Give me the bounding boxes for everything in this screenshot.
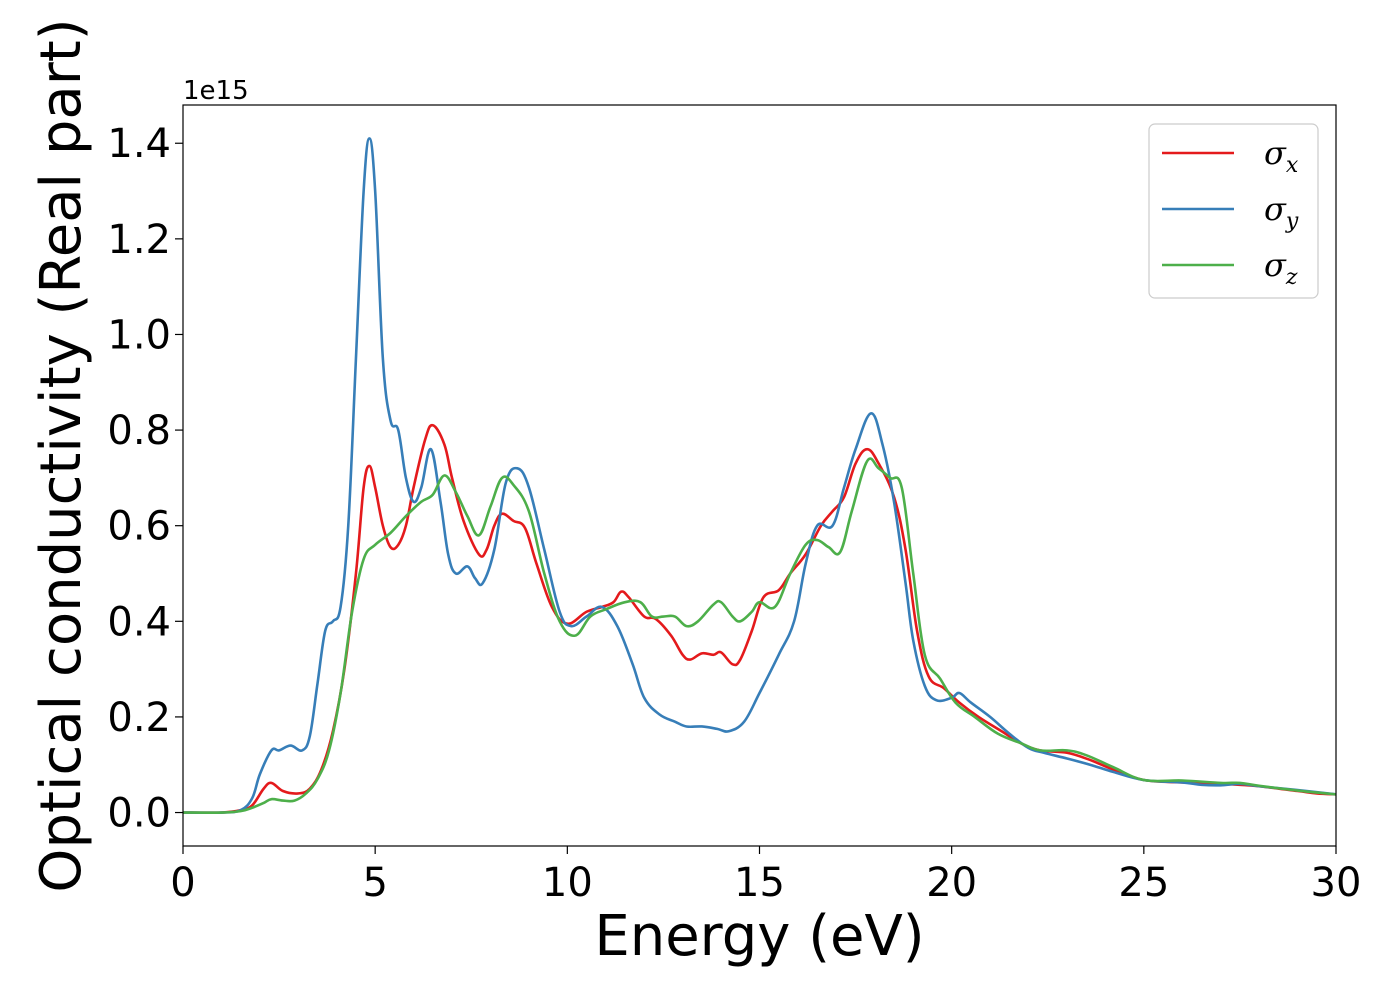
y-tick-label: 1.4 <box>107 121 171 167</box>
y-tick-label: 0.2 <box>107 695 171 741</box>
legend-label-x: σx <box>1264 134 1299 178</box>
x-axis-title: Energy (eV) <box>594 904 924 969</box>
x-tick-label: 5 <box>362 860 387 906</box>
legend-box <box>1148 123 1319 299</box>
series-line-z <box>183 457 1336 814</box>
y-tick-label: 0.0 <box>107 791 171 837</box>
series-layer <box>183 137 1336 815</box>
x-ticks: 0 5 10 15 20 25 30 <box>170 846 1361 906</box>
y-ticks: 0.0 0.2 0.4 0.6 0.8 1.0 1.2 1.4 <box>107 121 183 837</box>
x-tick-label: 15 <box>734 860 785 906</box>
y-tick-label: 1.0 <box>107 312 171 358</box>
legend: σx σy σz <box>1148 123 1319 299</box>
y-tick-label: 0.8 <box>107 408 171 454</box>
x-tick-label: 0 <box>170 860 195 906</box>
legend-label-z: σz <box>1264 246 1298 290</box>
legend-label-y: σy <box>1264 190 1299 234</box>
y-tick-label: 0.4 <box>107 599 171 645</box>
x-tick-label: 25 <box>1118 860 1169 906</box>
x-tick-label: 20 <box>926 860 977 906</box>
y-axis-title: Optical conductivity (Real part) <box>29 18 94 892</box>
y-offset-label: 1e15 <box>183 76 249 106</box>
series-line-y <box>183 137 1336 815</box>
x-tick-label: 30 <box>1311 860 1362 906</box>
y-tick-label: 0.6 <box>107 504 171 550</box>
x-tick-label: 10 <box>542 860 593 906</box>
y-tick-label: 1.2 <box>107 217 171 263</box>
series-line-x <box>183 423 1336 815</box>
